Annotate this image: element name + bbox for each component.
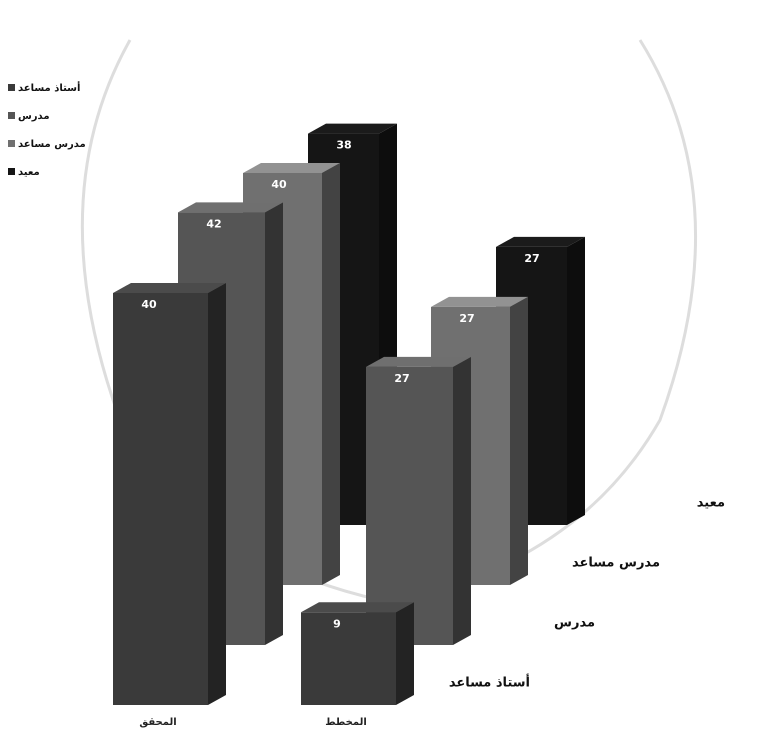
bar-top xyxy=(301,602,414,613)
bar-top xyxy=(366,356,471,367)
depth-label: مدرس مساعد xyxy=(572,556,660,571)
data-label: 42 xyxy=(206,217,221,230)
legend-swatch xyxy=(8,84,15,91)
data-label: 38 xyxy=(336,139,351,152)
legend-label: أستاذ مساعد xyxy=(18,81,80,94)
data-label: 9 xyxy=(333,617,341,630)
bar-top xyxy=(113,283,226,293)
data-label: 27 xyxy=(459,312,474,325)
depth-label: أستاذ مساعد xyxy=(449,674,530,691)
bar-side xyxy=(567,236,585,525)
bar-top xyxy=(496,236,585,247)
bar-top xyxy=(308,123,397,134)
legend-swatch xyxy=(8,112,15,119)
bar-side xyxy=(265,202,283,645)
depth-label: معيد xyxy=(697,496,725,511)
legend: أستاذ مساعد مدرس مدرس مساعد معيد xyxy=(8,81,86,178)
bar-side xyxy=(510,296,528,585)
bar-side xyxy=(208,283,226,705)
legend-label: مدرس xyxy=(18,111,50,122)
bar-top xyxy=(178,202,283,213)
x-tick-label: المخطط xyxy=(325,717,367,728)
legend-label: معيد xyxy=(18,167,40,178)
bar-side xyxy=(453,356,471,645)
data-label: 40 xyxy=(141,298,157,311)
legend-label: مدرس مساعد xyxy=(18,139,86,150)
plot: 38 27 40 27 42 27 40 9 المحقق المخطط أستاذ مساعد مد… xyxy=(113,123,725,728)
bar-top xyxy=(243,163,340,173)
data-label: 27 xyxy=(524,252,539,265)
data-label: 27 xyxy=(394,372,409,385)
data-label: 40 xyxy=(271,178,287,191)
bar-top xyxy=(431,296,528,307)
bar xyxy=(113,293,208,705)
x-tick-label: المحقق xyxy=(139,717,176,728)
bar xyxy=(366,366,453,645)
bar-side xyxy=(396,602,414,705)
legend-swatch xyxy=(8,140,15,147)
bar-side xyxy=(322,163,340,585)
depth-label: مدرس xyxy=(554,616,595,631)
legend-swatch xyxy=(8,168,15,175)
bar xyxy=(301,612,396,705)
